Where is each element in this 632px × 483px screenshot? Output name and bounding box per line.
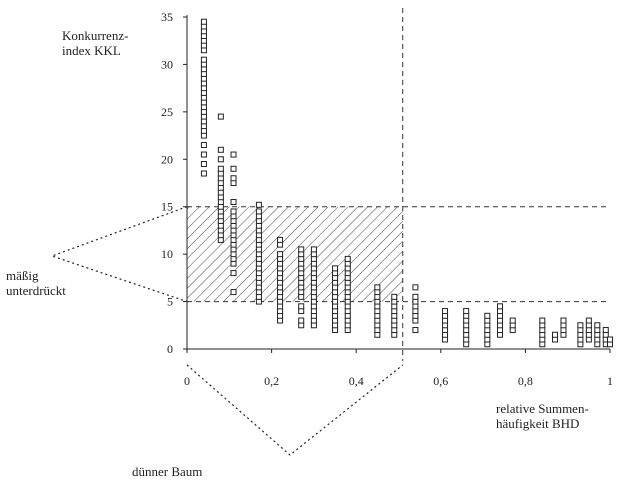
data-point bbox=[332, 265, 339, 272]
y-tick-label: 15 bbox=[161, 200, 173, 214]
data-points-group bbox=[200, 18, 613, 348]
data-point bbox=[298, 246, 305, 253]
data-point bbox=[412, 284, 419, 291]
reference-lines-group bbox=[187, 8, 610, 361]
data-point bbox=[200, 170, 207, 177]
data-point bbox=[298, 317, 305, 324]
data-point bbox=[255, 201, 262, 208]
data-point bbox=[412, 327, 419, 334]
data-point bbox=[230, 175, 237, 182]
data-point bbox=[230, 289, 237, 296]
y-tick-label: 30 bbox=[161, 57, 173, 71]
data-point bbox=[200, 142, 207, 149]
y-axis-label: Konkurrenz- index KKL bbox=[62, 28, 129, 58]
y-tick-label: 10 bbox=[161, 247, 173, 261]
data-point bbox=[230, 198, 237, 205]
data-point bbox=[277, 236, 284, 243]
data-point bbox=[509, 317, 516, 324]
data-point bbox=[602, 327, 609, 334]
data-point bbox=[217, 146, 224, 153]
y-tick-label: 20 bbox=[161, 152, 173, 166]
data-point bbox=[391, 293, 398, 300]
y-tick-label: 0 bbox=[167, 342, 173, 356]
data-point bbox=[230, 270, 237, 277]
data-point bbox=[230, 208, 237, 215]
data-point bbox=[484, 312, 491, 319]
annotation-duenner-baum: dünner Baum bbox=[132, 464, 203, 479]
data-point bbox=[277, 251, 284, 258]
data-point bbox=[200, 56, 207, 63]
data-point bbox=[374, 284, 381, 291]
data-point bbox=[585, 317, 592, 324]
annotation-pointer-duenner-baum bbox=[186, 364, 404, 456]
axes-group bbox=[186, 15, 610, 350]
data-point bbox=[594, 322, 601, 329]
data-point bbox=[344, 255, 351, 262]
ticks-group: 0 5 10 15 20 25 30 35 0 0,2 0,4 0,6 0,8 1 bbox=[161, 10, 613, 388]
data-point bbox=[217, 165, 224, 172]
data-point bbox=[560, 317, 567, 324]
data-point bbox=[552, 331, 559, 338]
x-axis-label: relative Summen- häufigkeit BHD bbox=[496, 401, 589, 431]
x-tick-label: 0,8 bbox=[518, 374, 533, 388]
data-point bbox=[298, 303, 305, 310]
annotation-pointers-group bbox=[50, 206, 404, 456]
data-point bbox=[539, 317, 546, 324]
data-point bbox=[200, 151, 207, 158]
data-point bbox=[217, 113, 224, 120]
data-point bbox=[463, 308, 470, 315]
data-point bbox=[255, 208, 262, 215]
x-tick-label: 0,2 bbox=[264, 374, 279, 388]
data-point bbox=[230, 165, 237, 172]
data-point bbox=[607, 336, 613, 343]
data-point bbox=[577, 322, 584, 329]
x-tick-label: 1 bbox=[607, 374, 613, 388]
x-tick-label: 0,4 bbox=[349, 374, 364, 388]
data-point bbox=[200, 18, 207, 25]
x-tick-label: 0,6 bbox=[433, 374, 448, 388]
data-point bbox=[412, 293, 419, 300]
annotation-maessig-unterdrueckt: mäßig unterdrückt bbox=[6, 268, 66, 298]
y-tick-label: 25 bbox=[161, 105, 173, 119]
y-tick-label: 35 bbox=[161, 10, 173, 24]
data-point bbox=[497, 303, 504, 310]
data-point bbox=[200, 161, 207, 168]
data-point bbox=[442, 308, 449, 315]
data-point bbox=[310, 246, 317, 253]
data-point bbox=[217, 156, 224, 163]
x-tick-label: 0 bbox=[184, 374, 190, 388]
data-point bbox=[230, 151, 237, 158]
y-tick-label: 5 bbox=[167, 295, 173, 309]
